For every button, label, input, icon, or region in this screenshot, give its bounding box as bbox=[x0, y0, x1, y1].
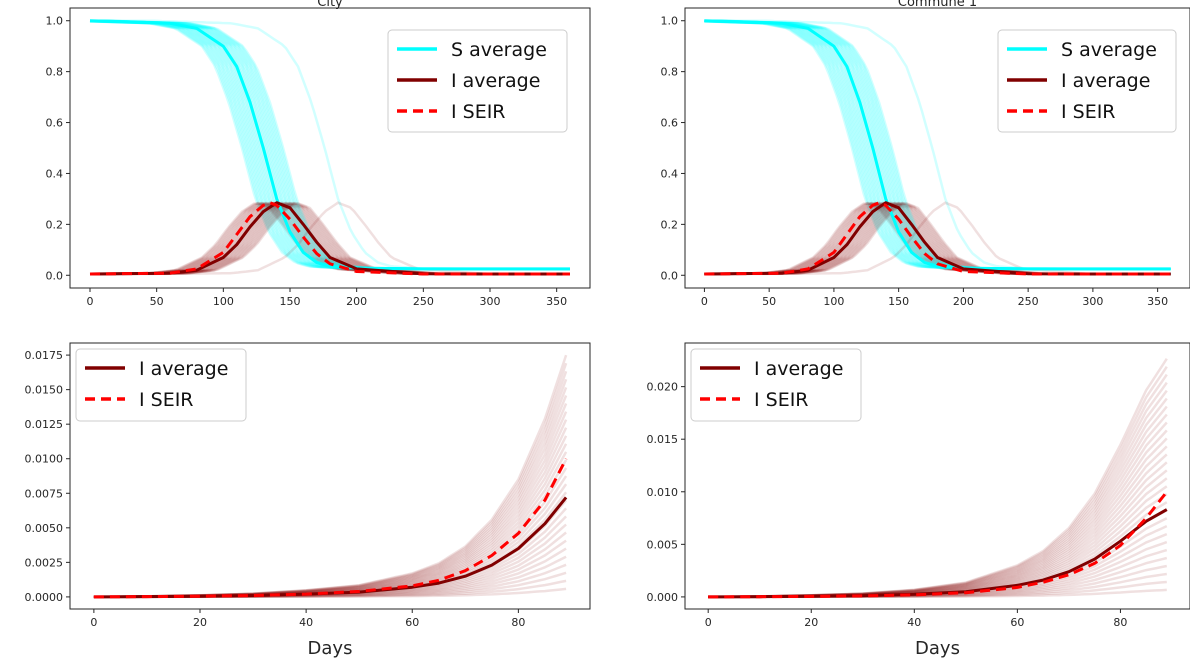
series-line-s-average bbox=[89, 19, 570, 271]
panel-commune-1-zoom: 0 20 40 60 80 0.000 0.005 0.010 0.015 0.020 Days I … bbox=[647, 342, 1190, 659]
y-tick-label: 0.2 bbox=[46, 218, 64, 231]
x-tick-label: 250 bbox=[1018, 295, 1039, 308]
axes-frame bbox=[684, 342, 1190, 610]
x-tick-label: 200 bbox=[346, 295, 367, 308]
y-tick-label: 0.0075 bbox=[25, 487, 64, 500]
x-tick-label: 0 bbox=[701, 295, 708, 308]
x-tick-label: 50 bbox=[762, 295, 776, 308]
x-tick-label: 350 bbox=[1147, 295, 1168, 308]
y-tick-label: 1.0 bbox=[46, 15, 64, 28]
x-tick-label: 250 bbox=[413, 295, 434, 308]
plot-area bbox=[708, 358, 1168, 599]
series-line-i-seir bbox=[93, 458, 568, 599]
axes-frame bbox=[69, 7, 591, 289]
legend-entry: S average bbox=[451, 39, 547, 61]
x-tick-label: 80 bbox=[511, 616, 525, 629]
legend-entry: I SEIR bbox=[754, 389, 809, 411]
x-tick-label: 200 bbox=[953, 295, 974, 308]
x-tick-label: 100 bbox=[823, 295, 844, 308]
y-tick-label: 0.6 bbox=[661, 117, 679, 130]
y-tick-label: 0.0025 bbox=[25, 556, 64, 569]
axes-frame bbox=[684, 7, 1190, 289]
y-tick-label: 0.000 bbox=[647, 591, 679, 604]
x-tick-label: 20 bbox=[193, 616, 207, 629]
y-tick-label: 0.0 bbox=[46, 269, 64, 282]
x-axis-label: Days bbox=[915, 638, 960, 659]
x-tick-label: 0 bbox=[705, 616, 712, 629]
panel-city-zoom: 0 20 40 60 80 0.0000 0.0025 0.0050 0.0075 0.0100 0… bbox=[25, 342, 591, 659]
x-tick-label: 300 bbox=[1082, 295, 1103, 308]
y-tick-label: 0.0125 bbox=[25, 418, 64, 431]
legend: I average I SEIR bbox=[690, 348, 862, 422]
y-tick-label: 0.0175 bbox=[25, 349, 64, 362]
x-tick-label: 60 bbox=[405, 616, 419, 629]
x-tick-label: 100 bbox=[213, 295, 234, 308]
plot-area bbox=[704, 19, 1171, 276]
series-line-i-seir bbox=[704, 201, 1171, 276]
x-tick-label: 40 bbox=[299, 616, 313, 629]
legend: I average I SEIR bbox=[75, 348, 247, 422]
legend-entry: I SEIR bbox=[451, 101, 506, 123]
panel-commune-1: Commune 1 0 50 100 150 200 250 300 350 0.0 0.2 0.4 0… bbox=[661, 0, 1190, 308]
x-tick-label: 150 bbox=[280, 295, 301, 308]
legend-entry: I average bbox=[451, 70, 540, 92]
y-tick-label: 0.0050 bbox=[25, 522, 64, 535]
y-tick-label: 0.0 bbox=[661, 269, 679, 282]
x-tick-label: 300 bbox=[480, 295, 501, 308]
y-tick-label: 0.020 bbox=[647, 381, 679, 394]
y-tick-label: 0.6 bbox=[46, 117, 64, 130]
y-tick-label: 0.0000 bbox=[25, 591, 64, 604]
x-tick-label: 60 bbox=[1010, 616, 1024, 629]
x-tick-label: 350 bbox=[546, 295, 567, 308]
x-tick-label: 50 bbox=[150, 295, 164, 308]
y-tick-label: 1.0 bbox=[661, 15, 679, 28]
y-tick-label: 0.005 bbox=[647, 538, 679, 551]
x-tick-label: 80 bbox=[1113, 616, 1127, 629]
axes-frame bbox=[69, 342, 591, 610]
series-line-i-average bbox=[704, 201, 1171, 276]
legend-entry: I average bbox=[1061, 70, 1150, 92]
y-tick-label: 0.0150 bbox=[25, 384, 64, 397]
legend-entry: S average bbox=[1061, 39, 1157, 61]
x-tick-label: 0 bbox=[90, 616, 97, 629]
series-line-s-average bbox=[704, 19, 1171, 271]
y-tick-label: 0.4 bbox=[661, 167, 679, 180]
y-tick-label: 0.010 bbox=[647, 486, 679, 499]
legend-entry: I SEIR bbox=[1061, 101, 1116, 123]
series-line-i-seir bbox=[708, 490, 1168, 599]
y-tick-label: 0.4 bbox=[46, 167, 64, 180]
y-tick-label: 0.0100 bbox=[25, 453, 64, 466]
chart-title: Commune 1 bbox=[898, 0, 977, 10]
legend-frame bbox=[997, 29, 1177, 133]
legend-entry: I SEIR bbox=[139, 389, 194, 411]
x-tick-label: 20 bbox=[804, 616, 818, 629]
chart-title: City bbox=[317, 0, 343, 10]
x-tick-label: 150 bbox=[888, 295, 909, 308]
x-axis-label: Days bbox=[308, 638, 353, 659]
x-tick-label: 40 bbox=[907, 616, 921, 629]
plot-area bbox=[89, 19, 570, 276]
x-tick-label: 0 bbox=[87, 295, 94, 308]
legend-frame bbox=[387, 29, 568, 133]
series-line-i-seir bbox=[89, 201, 570, 276]
y-tick-label: 0.2 bbox=[661, 218, 679, 231]
y-tick-label: 0.015 bbox=[647, 433, 679, 446]
legend: S average I average I SEIR bbox=[387, 29, 568, 133]
y-tick-label: 0.8 bbox=[661, 66, 679, 79]
legend-entry: I average bbox=[754, 358, 843, 380]
series-line-i-average bbox=[93, 496, 568, 599]
legend: S average I average I SEIR bbox=[997, 29, 1177, 133]
legend-entry: I average bbox=[139, 358, 228, 380]
panel-city: City 0 50 100 150 200 250 300 350 0.0 0.2 0.4 0.6 0.8… bbox=[46, 0, 591, 308]
plot-area bbox=[93, 354, 568, 599]
y-tick-label: 0.8 bbox=[46, 66, 64, 79]
